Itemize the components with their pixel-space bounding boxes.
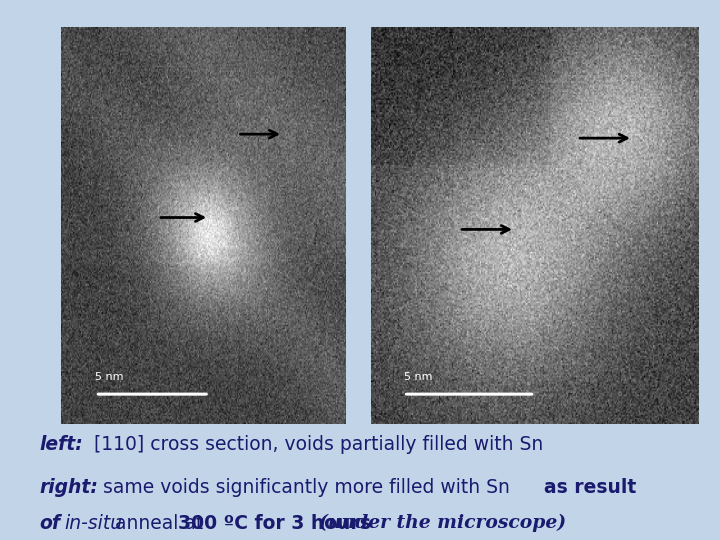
Text: right:: right: bbox=[40, 478, 99, 497]
Text: 5 nm: 5 nm bbox=[95, 372, 124, 382]
Text: 300 ºC for 3 hours: 300 ºC for 3 hours bbox=[178, 514, 371, 533]
Text: 5 nm: 5 nm bbox=[403, 372, 432, 382]
Text: same voids significantly more filled with Sn: same voids significantly more filled wit… bbox=[103, 478, 510, 497]
Text: in-situ: in-situ bbox=[64, 514, 122, 533]
Text: (under the microscope): (under the microscope) bbox=[319, 514, 566, 532]
Text: anneal at: anneal at bbox=[115, 514, 204, 533]
Text: left:: left: bbox=[40, 435, 84, 454]
Text: [110] cross section, voids partially filled with Sn: [110] cross section, voids partially fil… bbox=[94, 435, 543, 454]
Text: of: of bbox=[40, 514, 60, 533]
Text: as result: as result bbox=[544, 478, 636, 497]
